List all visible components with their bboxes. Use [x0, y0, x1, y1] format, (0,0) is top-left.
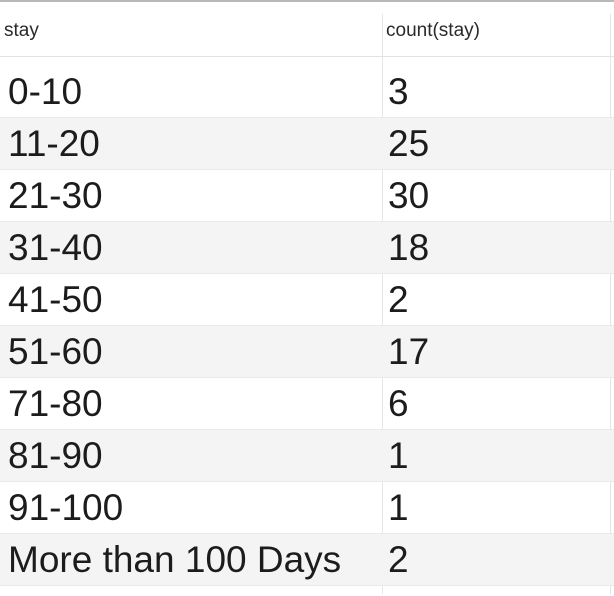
stay-cell[interactable]: More than 100 Days [8, 539, 342, 580]
stay-cell[interactable]: 71-80 [8, 383, 103, 424]
table-row[interactable]: 71-80 6 [0, 378, 614, 430]
table-row[interactable]: 0-10 3 [0, 66, 614, 118]
stay-cell[interactable]: 81-90 [8, 435, 103, 476]
stay-cell[interactable]: 21-30 [8, 175, 103, 216]
stay-cell[interactable]: 0-10 [8, 71, 83, 112]
table-top-border [0, 0, 614, 2]
table-row[interactable]: 81-90 1 [0, 430, 614, 482]
stay-cell[interactable]: 51-60 [8, 331, 103, 372]
count-cell[interactable]: 1 [388, 435, 409, 476]
table-row[interactable]: 41-50 2 [0, 274, 614, 326]
column-header-count-stay[interactable]: count(stay) [386, 20, 480, 41]
column-divider [610, 14, 611, 594]
count-cell[interactable]: 6 [388, 383, 409, 424]
count-cell[interactable]: 3 [388, 71, 409, 112]
column-divider [382, 14, 383, 594]
count-cell[interactable]: 25 [388, 123, 430, 164]
table-row[interactable]: 21-30 30 [0, 170, 614, 222]
stay-cell[interactable]: 91-100 [8, 487, 124, 528]
count-cell[interactable]: 17 [388, 331, 430, 372]
count-cell[interactable]: 2 [388, 539, 409, 580]
table-header: stay count(stay) [0, 2, 614, 57]
table-body: 0-10 3 11-20 25 21-30 30 31-40 18 41-50 … [0, 66, 614, 586]
count-cell[interactable]: 2 [388, 279, 409, 320]
table-row[interactable]: 31-40 18 [0, 222, 614, 274]
table-row[interactable]: 51-60 17 [0, 326, 614, 378]
table-row[interactable]: 91-100 1 [0, 482, 614, 534]
table-row[interactable]: 11-20 25 [0, 118, 614, 170]
column-header-stay[interactable]: stay [4, 20, 39, 41]
table-row[interactable]: More than 100 Days 2 [0, 534, 614, 586]
count-cell[interactable]: 30 [388, 175, 430, 216]
count-cell[interactable]: 1 [388, 487, 409, 528]
stay-cell[interactable]: 11-20 [8, 123, 100, 164]
count-cell[interactable]: 18 [388, 227, 430, 268]
stay-cell[interactable]: 31-40 [8, 227, 103, 268]
stay-cell[interactable]: 41-50 [8, 279, 103, 320]
